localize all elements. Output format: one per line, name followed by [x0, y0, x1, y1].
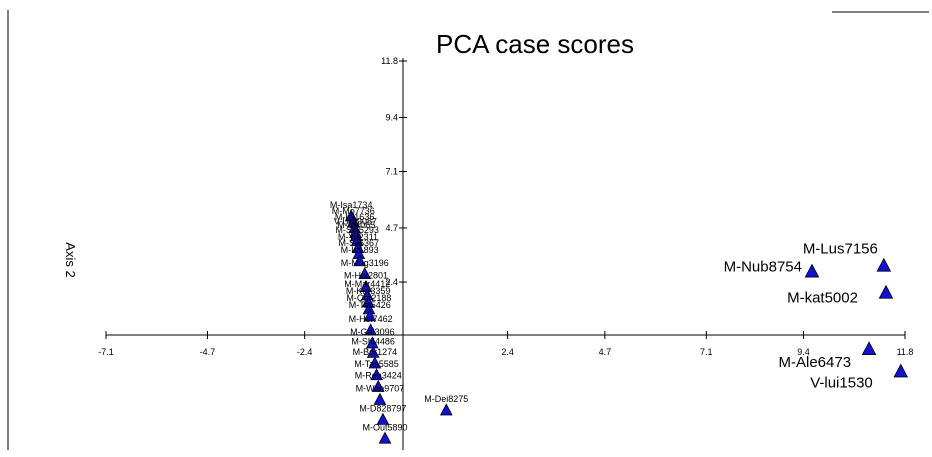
data-point-label: M-Iri4065 — [337, 220, 375, 230]
data-point-label: M-Mug3196 — [341, 258, 389, 268]
outlier-marker — [893, 363, 909, 378]
outlier-marker — [878, 284, 894, 299]
data-point-label: M-Mar4412 — [344, 279, 390, 289]
data-point-marker — [376, 412, 390, 425]
outlier-marker — [861, 341, 877, 356]
data-point-marker — [378, 431, 392, 444]
data-point-marker — [371, 379, 385, 392]
x-tick-label: 4.7 — [599, 347, 612, 357]
data-point-label: M-Sin5293 — [335, 225, 379, 235]
x-tick-label: 2.4 — [501, 347, 514, 357]
x-tick-label: -4.7 — [200, 347, 216, 357]
chart-title: PCA case scores — [436, 29, 634, 59]
data-point-label: M-Isl1636 — [335, 212, 375, 222]
data-point-label: M-Sli6367 — [339, 238, 380, 248]
data-point-label: M-Shi4486 — [351, 337, 395, 347]
y-tick-label: 9.4 — [385, 112, 398, 122]
data-point-label: M-Mo7736 — [332, 206, 375, 216]
outlier-marker — [876, 257, 892, 272]
data-point-label: V-Uro9087 — [334, 217, 377, 227]
outlier-label: M-Lus7156 — [803, 241, 878, 258]
data-point-label: M-Gal3096 — [350, 327, 395, 337]
outlier-label: M-Nub8754 — [724, 258, 802, 275]
outlier-label: V-lui1530 — [810, 374, 873, 391]
data-point-label: M-Out5890 — [363, 422, 408, 432]
data-point-marker — [368, 356, 382, 369]
data-point-label: M-Cor2188 — [346, 293, 391, 303]
data-point-label: M-D828797 — [359, 404, 406, 414]
data-point-marker — [439, 403, 453, 416]
data-point-label: M-Ya2311 — [338, 232, 378, 242]
data-point-marker — [373, 392, 387, 405]
data-point-label: M-Ren3424 — [355, 371, 402, 381]
data-point-marker — [353, 254, 367, 267]
data-point-label: M-Tas5585 — [354, 359, 399, 369]
outlier-label: M-kat5002 — [787, 290, 858, 307]
data-point-marker — [364, 323, 378, 336]
data-point-label: M-Hol2801 — [344, 271, 388, 281]
data-point-marker — [370, 368, 383, 381]
x-tick-label: 7.1 — [700, 347, 713, 357]
outlier-label: M-Ale6473 — [779, 354, 852, 371]
data-point-label: M-Isa1734 — [330, 200, 373, 210]
y-axis-label: Axis 2 — [63, 242, 78, 277]
data-point-marker — [358, 266, 372, 280]
y-tick-label: 2.4 — [385, 277, 398, 287]
data-point-label: M-Tal5426 — [349, 300, 391, 310]
data-point-label: M-Wan9707 — [356, 384, 405, 394]
data-point-label: M-Bor1274 — [353, 347, 398, 357]
data-point-label: M-Dei8275 — [424, 394, 468, 404]
x-tick-label: 9.4 — [797, 347, 810, 357]
x-ticks: -7.1 -4.7 -2.4 2.4 4.7 7.1 9.4 11.8 — [98, 331, 913, 357]
y-tick-label: 11.8 — [381, 56, 398, 66]
data-point-label: M-Hol7462 — [349, 314, 393, 324]
outlier-marker — [804, 263, 820, 278]
y-tick-label: 7.1 — [385, 167, 398, 177]
x-tick-label: -7.1 — [98, 347, 114, 357]
data-points: M-Isa1734M-Mo7736M-Isl1636V-Uro9087M-Iri… — [330, 200, 468, 444]
y-tick-label: 4.7 — [385, 223, 398, 233]
y-ticks: 11.8 9.4 7.1 4.7 2.4 — [381, 56, 407, 287]
data-point-marker — [363, 309, 377, 322]
x-tick-label: 11.8 — [897, 347, 914, 357]
data-point-label: M-Iri1893 — [341, 245, 379, 255]
x-tick-label: -2.4 — [297, 347, 313, 357]
data-point-label: M-Ker3359 — [346, 286, 391, 296]
data-point-marker — [366, 345, 380, 358]
